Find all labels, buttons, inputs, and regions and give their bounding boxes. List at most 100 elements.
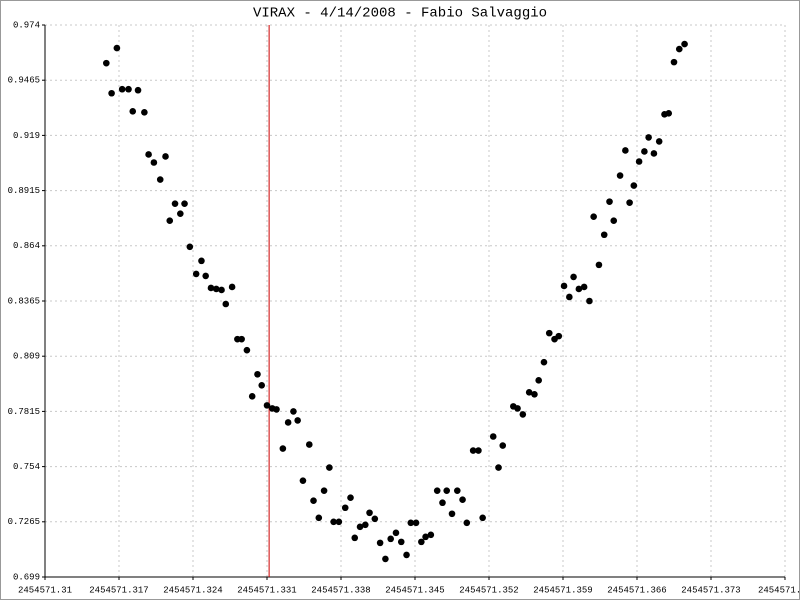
point [412, 519, 420, 527]
point [254, 370, 261, 378]
point [469, 447, 477, 454]
point [118, 85, 126, 93]
point [222, 300, 230, 308]
point [453, 487, 461, 494]
point [341, 504, 349, 512]
point [207, 284, 215, 292]
point [514, 405, 521, 412]
point [258, 382, 266, 389]
point [427, 531, 435, 539]
point [433, 487, 441, 494]
x-tick-label: 2454571.359 [533, 585, 592, 595]
point [641, 148, 648, 155]
point [202, 272, 209, 280]
point [418, 538, 425, 546]
point [141, 109, 148, 116]
point [622, 147, 629, 154]
point [362, 521, 369, 529]
y-tick-label: 0.919 [13, 131, 40, 141]
point [290, 408, 297, 415]
y-tick-label: 0.754 [13, 462, 40, 472]
point [540, 358, 548, 366]
x-tick-label: 2454571.317 [89, 585, 148, 595]
y-tick-label: 0.699 [13, 572, 40, 582]
y-tick-label: 0.7265 [8, 517, 40, 527]
point [108, 89, 115, 97]
point [248, 393, 256, 400]
point [103, 59, 110, 67]
point [616, 172, 624, 179]
point [630, 182, 638, 189]
point [198, 257, 205, 265]
point [665, 110, 673, 117]
point [545, 329, 553, 337]
point [171, 200, 179, 207]
x-tick-label: 2454571.331 [237, 585, 296, 595]
point [186, 243, 194, 251]
point [181, 200, 188, 207]
point [580, 283, 588, 291]
point [366, 509, 373, 517]
point [519, 411, 527, 418]
point [299, 477, 307, 484]
point [238, 335, 245, 343]
point [129, 108, 137, 115]
point [279, 445, 287, 452]
point [403, 551, 410, 559]
point [525, 389, 533, 396]
point [392, 529, 400, 537]
point [566, 293, 573, 301]
point [347, 494, 354, 502]
point [535, 376, 542, 384]
point [675, 45, 683, 53]
point [655, 138, 663, 145]
point [387, 535, 394, 543]
point [495, 464, 502, 471]
x-tick-label: 2454571.373 [681, 585, 740, 595]
point [166, 217, 174, 225]
point [310, 497, 317, 505]
point [330, 518, 337, 526]
point [555, 332, 563, 340]
point [479, 514, 486, 522]
point [626, 199, 633, 206]
point [243, 346, 251, 354]
point [586, 297, 593, 305]
point [356, 523, 364, 531]
point [125, 85, 132, 93]
x-tick-label: 2454571.324 [163, 585, 222, 595]
point [439, 499, 446, 507]
y-tick-label: 0.864 [13, 241, 40, 251]
point [294, 417, 301, 424]
point [326, 464, 333, 471]
x-tick-label: 2454571.345 [385, 585, 444, 595]
point [218, 286, 225, 294]
point [489, 433, 497, 440]
point [177, 210, 184, 217]
point [590, 213, 597, 220]
point [273, 406, 280, 413]
point [610, 217, 618, 225]
point [162, 153, 169, 160]
point [681, 40, 688, 48]
point [134, 86, 142, 94]
y-tick-label: 0.8915 [8, 186, 40, 196]
point [284, 419, 292, 426]
point [305, 441, 313, 448]
point [263, 402, 271, 409]
x-tick-label: 2454571.352 [459, 585, 518, 595]
x-tick-label: 2454571.38 [758, 585, 800, 595]
point [315, 514, 323, 522]
point [407, 519, 415, 527]
chart-title: VIRAX - 4/14/2008 - Fabio Salvaggio [253, 6, 547, 22]
point [192, 270, 200, 278]
point [635, 158, 643, 165]
point [463, 519, 471, 527]
point [335, 518, 343, 526]
point [570, 273, 577, 281]
x-tick-label: 2454571.366 [607, 585, 666, 595]
x-tick-label: 2454571.31 [18, 585, 72, 595]
point [351, 534, 359, 542]
point [448, 510, 456, 518]
point [228, 283, 236, 291]
